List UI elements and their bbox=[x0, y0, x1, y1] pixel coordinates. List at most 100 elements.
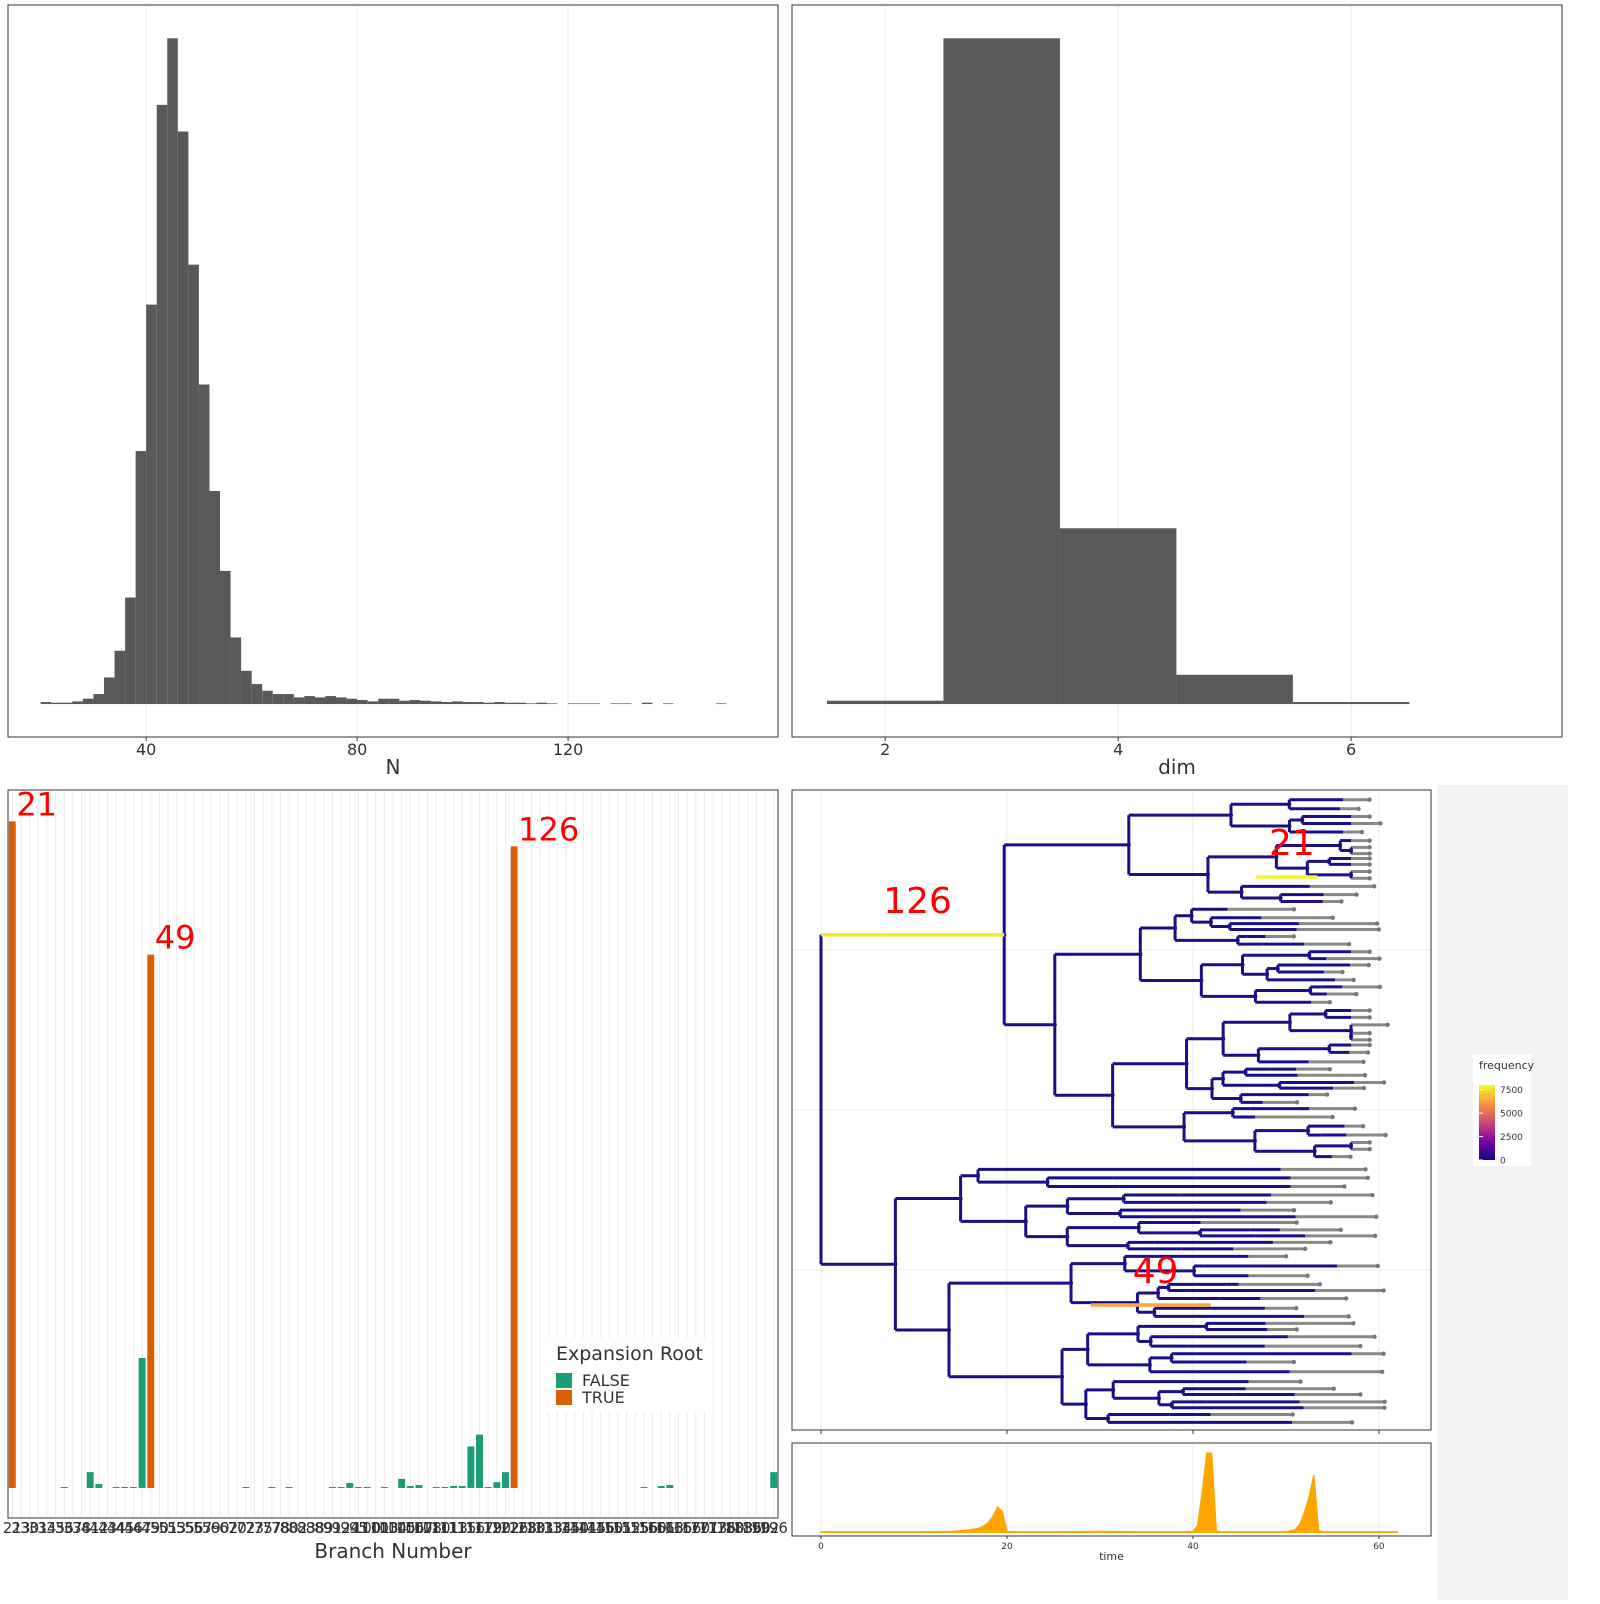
histogram-bar bbox=[188, 264, 199, 705]
x-tick-label: 140 bbox=[560, 1519, 589, 1537]
histogram-bar bbox=[536, 702, 547, 705]
bar bbox=[86, 1472, 94, 1488]
x-tick-label: 115 bbox=[448, 1519, 477, 1537]
histogram-bar bbox=[293, 697, 305, 705]
histogram-bar bbox=[525, 703, 537, 705]
tip bbox=[1367, 1037, 1372, 1043]
x-tick-label: 91 bbox=[323, 1519, 342, 1537]
tree-branches bbox=[819, 797, 1390, 1425]
histogram-bar bbox=[72, 701, 83, 705]
bar bbox=[484, 1487, 492, 1488]
x-axis-label: N bbox=[386, 755, 401, 779]
tip bbox=[1381, 1288, 1386, 1293]
x-tick-label: 155 bbox=[621, 1519, 650, 1537]
tip bbox=[1359, 829, 1365, 835]
tip bbox=[1354, 892, 1359, 897]
tip bbox=[1381, 1080, 1387, 1085]
x-tick-label: 170 bbox=[681, 1519, 710, 1537]
tip bbox=[1358, 1343, 1363, 1349]
tip bbox=[1327, 1000, 1332, 1005]
x-tick-label: 80 bbox=[280, 1519, 299, 1537]
x-tick-label: 150 bbox=[595, 1519, 624, 1537]
x-tick-label: 126 bbox=[500, 1519, 529, 1537]
histogram-bar bbox=[409, 700, 421, 705]
x-tick-label: 46 bbox=[124, 1519, 143, 1537]
tip bbox=[1365, 1175, 1371, 1181]
histogram-bar bbox=[504, 702, 516, 705]
x-tick-label: 36 bbox=[55, 1519, 74, 1537]
x-tick-label: 116 bbox=[457, 1519, 486, 1537]
histogram-bar bbox=[114, 650, 126, 705]
tip bbox=[1379, 1369, 1385, 1374]
tip bbox=[1330, 915, 1335, 920]
bar bbox=[406, 1486, 414, 1488]
x-tick-label: 2 bbox=[880, 740, 890, 759]
histogram-bar bbox=[336, 697, 347, 705]
x-tick-label: 40 bbox=[136, 740, 156, 759]
area bbox=[820, 1452, 1399, 1534]
colorbar bbox=[1479, 1085, 1495, 1160]
tip bbox=[1367, 949, 1372, 955]
tip bbox=[1367, 1147, 1372, 1152]
tip bbox=[1348, 1154, 1353, 1159]
x-tick-label: 55 bbox=[176, 1519, 195, 1537]
x-tick-label: 120 bbox=[553, 740, 584, 759]
x-tick-label: 38 bbox=[72, 1519, 91, 1537]
bar-annotation: 21 bbox=[16, 785, 57, 823]
x-tick-label: 190 bbox=[742, 1519, 771, 1537]
x-tick-label: 43 bbox=[98, 1519, 117, 1537]
histogram-bar bbox=[241, 670, 252, 705]
histogram-bar bbox=[441, 702, 453, 705]
legend-swatch bbox=[556, 1373, 572, 1388]
histogram-bar bbox=[515, 702, 526, 705]
bar bbox=[502, 1472, 509, 1488]
tip bbox=[1291, 907, 1297, 912]
histogram-bar bbox=[146, 304, 157, 705]
tip bbox=[1367, 1015, 1372, 1020]
tip bbox=[1385, 1022, 1390, 1028]
panel-border bbox=[7, 4, 779, 738]
histogram-bar bbox=[826, 700, 944, 705]
tip bbox=[1298, 1379, 1303, 1384]
x-tick-label: 20 bbox=[1001, 1542, 1013, 1552]
tip bbox=[1317, 1282, 1323, 1287]
x-tick-label: 31 bbox=[29, 1519, 48, 1537]
x-tick-label: 186 bbox=[733, 1519, 762, 1537]
bar bbox=[129, 1487, 137, 1488]
histogram-bar bbox=[51, 702, 62, 705]
histogram-bar bbox=[483, 702, 495, 705]
x-tick-label: 49 bbox=[141, 1519, 160, 1537]
x-tick-label: 92 bbox=[332, 1519, 351, 1537]
x-tick-label: 80 bbox=[347, 740, 367, 759]
tip bbox=[1352, 1106, 1358, 1111]
bar bbox=[354, 1487, 362, 1488]
tip bbox=[1366, 962, 1371, 968]
tip bbox=[1328, 1240, 1333, 1245]
tip bbox=[1367, 838, 1372, 843]
x-tick-label: 78 bbox=[271, 1519, 290, 1537]
tip bbox=[1362, 1072, 1368, 1078]
x-tick-label: 59 bbox=[202, 1519, 221, 1537]
x-tick-label: 57 bbox=[193, 1519, 212, 1537]
histogram-bar bbox=[494, 702, 505, 705]
tip bbox=[1342, 1184, 1347, 1189]
histogram-bar bbox=[125, 597, 136, 705]
bar bbox=[493, 1482, 501, 1488]
colorbar-tick-label: 2500 bbox=[1500, 1133, 1523, 1143]
x-tick-label: 106 bbox=[396, 1519, 425, 1537]
x-tick-label: 130 bbox=[517, 1519, 546, 1537]
x-tick-label: 135 bbox=[552, 1519, 581, 1537]
x-tick-label: 108 bbox=[413, 1519, 442, 1537]
bar bbox=[640, 1487, 648, 1488]
x-tick-label: 122 bbox=[491, 1519, 520, 1537]
panel-border bbox=[791, 1442, 1432, 1537]
x-tick-label: 134 bbox=[543, 1519, 572, 1537]
histogram-bar bbox=[943, 38, 1060, 705]
x-tick-label: 40 bbox=[1187, 1542, 1199, 1552]
bar bbox=[770, 1472, 778, 1488]
tip bbox=[1327, 1066, 1333, 1072]
tip bbox=[1370, 1192, 1375, 1198]
bar bbox=[458, 1486, 466, 1488]
tip bbox=[1290, 1412, 1295, 1417]
